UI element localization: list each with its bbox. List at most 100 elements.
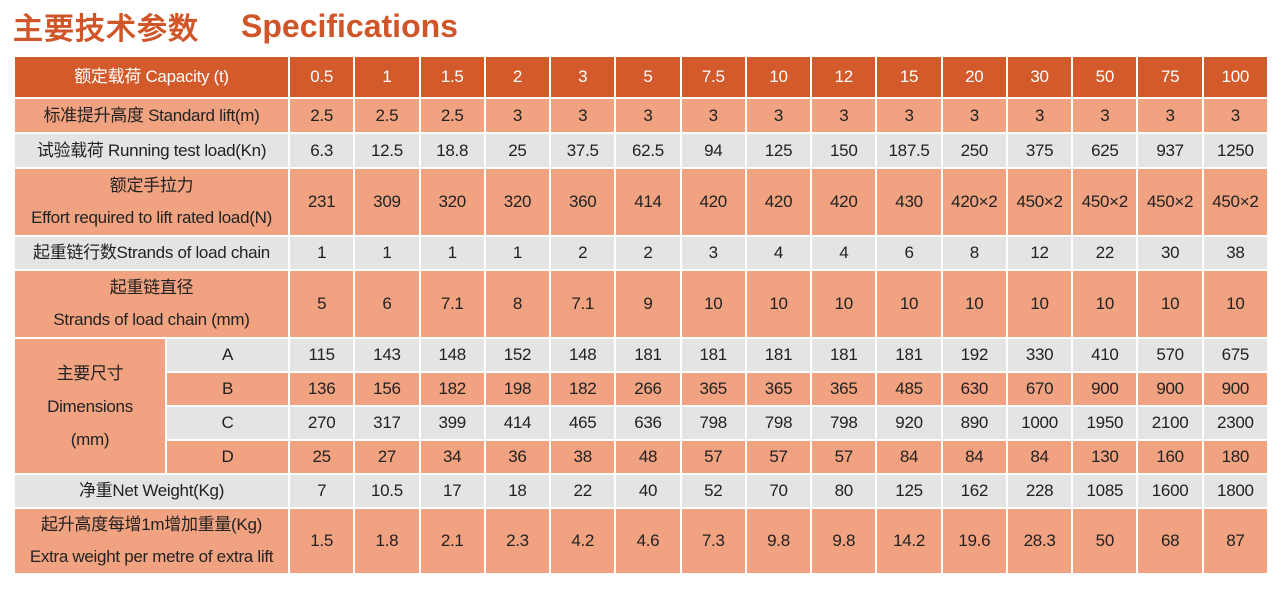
value-cell: 2100 [1136, 405, 1204, 441]
value-cell: 5 [288, 269, 356, 339]
value-cell: 3 [744, 97, 813, 134]
value-cell: 320 [483, 167, 552, 237]
value-cell: 309 [353, 167, 421, 237]
spec-row: 净重Net Weight(Kg) 7 10.5 17 18 22 40 52 70 80 125 16… [12, 473, 1270, 509]
value-cell: 4 [744, 235, 813, 271]
dimension-label: 主要尺寸 Dimensions (mm) [13, 337, 167, 475]
value-cell: 399 [418, 405, 486, 441]
value-cell: 10.5 [353, 473, 421, 509]
value-cell: 2 [614, 235, 682, 271]
value-cell: 181 [679, 337, 747, 373]
value-cell: 181 [744, 337, 813, 373]
value-cell: 1.5 [418, 55, 486, 99]
value-cell: 2.5 [353, 97, 421, 134]
label-line: 起重链行数Strands of load chain [33, 243, 270, 262]
value-cell: 20 [940, 55, 1008, 99]
value-cell: 7.1 [418, 269, 486, 339]
value-cell: 450×2 [1201, 167, 1270, 237]
label-line: Strands of load chain (mm) [53, 310, 250, 329]
label-line: Effort required to lift rated load(N) [31, 208, 272, 227]
value-cell: 3 [940, 97, 1008, 134]
value-cell: 75 [1136, 55, 1204, 99]
value-cell: 3 [875, 97, 943, 134]
value-cell: 1800 [1201, 473, 1270, 509]
value-cell: 4.6 [614, 507, 682, 575]
value-cell: 12 [810, 55, 878, 99]
value-cell: 25 [483, 132, 552, 169]
value-cell: 231 [288, 167, 356, 237]
dimension-key: B [164, 371, 291, 407]
value-cell: 450×2 [1071, 167, 1139, 237]
label-line: 试验载荷 Running test load(Kn) [36, 140, 267, 160]
value-cell: 420 [744, 167, 813, 237]
value-cell: 30 [1005, 55, 1074, 99]
dimension-row: B 136 156 182 198 182 266 365 365 365 485 630 670 900… [14, 371, 1270, 407]
value-cell: 40 [614, 473, 682, 509]
value-cell: 180 [1201, 439, 1270, 475]
title-zh: 主要技术参数 [13, 13, 199, 46]
value-cell: 420 [810, 167, 878, 237]
value-cell: 900 [1071, 371, 1139, 407]
value-cell: 7.3 [679, 507, 747, 575]
value-cell: 7.5 [679, 55, 747, 99]
spec-row: 起重链直径 Strands of load chain (mm) 5 6 7.1 8 7.1… [12, 269, 1270, 339]
value-cell: 8 [483, 269, 552, 339]
label-line: 起升高度每增1m增加重量(Kg) [41, 515, 262, 534]
value-cell: 0.5 [288, 55, 356, 99]
dimension-key: D [164, 439, 291, 475]
value-cell: 12 [1005, 235, 1074, 271]
value-cell: 365 [810, 371, 878, 407]
value-cell: 420×2 [940, 167, 1008, 237]
value-cell: 1950 [1071, 405, 1139, 441]
spec-row: 起重链行数Strands of load chain 1 1 1 1 2 2 3 4 4 6 8 12 2… [12, 235, 1270, 271]
value-cell: 94 [679, 132, 747, 169]
value-cell: 48 [614, 439, 682, 475]
dimension-row: 主要尺寸 Dimensions (mm) A 115 143 148 152 148 181 181… [13, 337, 1270, 475]
value-cell: 1085 [1071, 473, 1139, 509]
value-cell: 420 [679, 167, 747, 237]
value-cell: 3 [1005, 97, 1074, 134]
row-label: 额定载荷 Capacity (t) [12, 55, 291, 99]
value-cell: 798 [810, 405, 878, 441]
value-cell: 10 [1201, 269, 1270, 339]
value-cell: 7.1 [549, 269, 617, 339]
value-cell: 181 [875, 337, 943, 373]
value-cell: 160 [1136, 439, 1204, 475]
value-cell: 136 [288, 371, 356, 407]
value-cell: 1 [288, 235, 356, 271]
label-line: 起重链直径 [109, 278, 194, 297]
value-cell: 465 [549, 405, 617, 441]
row-label: 起重链直径 Strands of load chain (mm) [12, 269, 291, 339]
value-cell: 62.5 [614, 132, 682, 169]
value-cell: 143 [353, 337, 421, 373]
value-cell: 10 [810, 269, 878, 339]
value-cell: 38 [549, 439, 617, 475]
value-cell: 937 [1136, 132, 1204, 169]
dimension-key: C [164, 405, 291, 441]
value-cell: 270 [288, 405, 356, 441]
value-cell: 68 [1136, 507, 1204, 575]
value-cell: 1600 [1136, 473, 1204, 509]
value-cell: 125 [744, 132, 813, 169]
value-cell: 2 [483, 55, 552, 99]
spec-row: 额定手拉力 Effort required to lift rated load(… [12, 167, 1270, 237]
value-cell: 36 [483, 439, 552, 475]
value-cell: 3 [1201, 97, 1270, 134]
value-cell: 636 [614, 405, 682, 441]
dimension-row: D 25 27 34 36 38 48 57 57 57 84 84 84 130 160 180 [14, 439, 1270, 475]
value-cell: 25 [288, 439, 356, 475]
value-cell: 4 [810, 235, 878, 271]
value-cell: 10 [1136, 269, 1204, 339]
value-cell: 115 [288, 337, 356, 373]
value-cell: 320 [418, 167, 486, 237]
value-cell: 9.8 [810, 507, 878, 575]
value-cell: 18.8 [418, 132, 486, 169]
value-cell: 12.5 [353, 132, 421, 169]
value-cell: 330 [1005, 337, 1074, 373]
value-cell: 3 [679, 235, 747, 271]
value-cell: 890 [940, 405, 1008, 441]
value-cell: 8 [940, 235, 1008, 271]
value-cell: 27 [353, 439, 421, 475]
value-cell: 156 [353, 371, 421, 407]
value-cell: 7 [288, 473, 356, 509]
